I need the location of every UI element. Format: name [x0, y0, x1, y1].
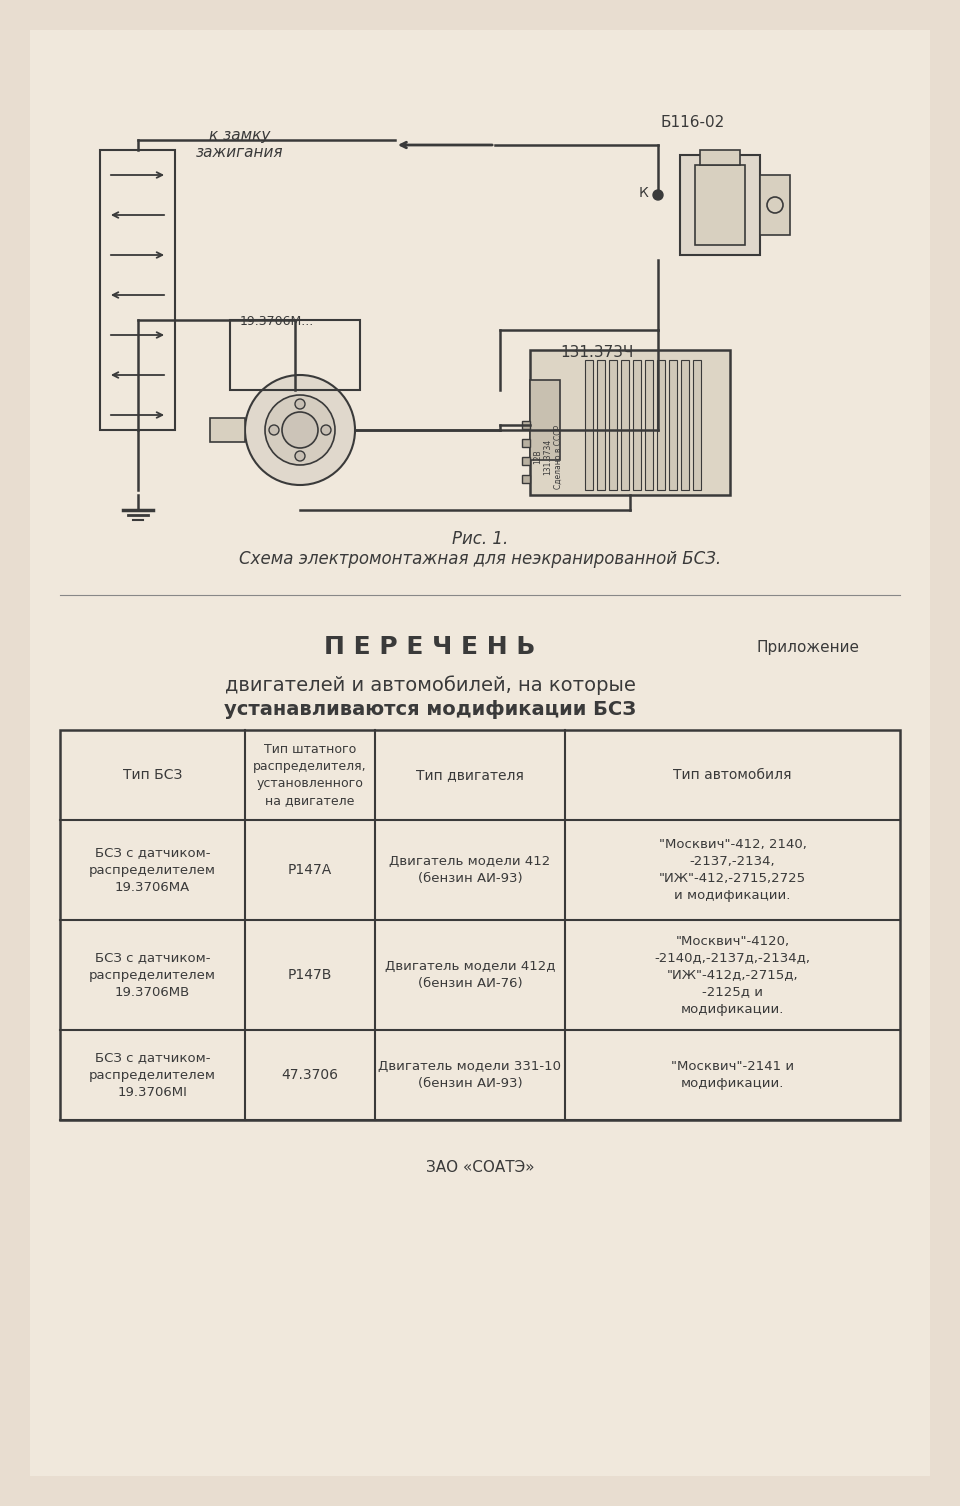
Circle shape: [269, 425, 279, 435]
Text: Р147А: Р147А: [288, 863, 332, 876]
Circle shape: [282, 413, 318, 447]
Bar: [609, 360, 617, 489]
Text: Схема электромонтажная для неэкранированной БСЗ.: Схема электромонтажная для неэкранирован…: [239, 550, 721, 568]
Bar: [657, 360, 665, 489]
Text: "Москвич"-4120,
-2140д,-2137д,-2134д,
"ИЖ"-412д,-2715д,
-2125д и
модификации.: "Москвич"-4120, -2140д,-2137д,-2134д, "И…: [655, 935, 810, 1015]
Text: Рис. 1.: Рис. 1.: [452, 530, 508, 548]
Bar: [693, 360, 701, 489]
Bar: [530, 349, 730, 495]
Bar: [530, 380, 560, 459]
Bar: [621, 360, 629, 489]
Bar: [597, 360, 605, 489]
Text: БСЗ с датчиком-
распределителем
19.3706МВ: БСЗ с датчиком- распределителем 19.3706М…: [89, 952, 216, 998]
Text: ЗАО «СОАТЭ»: ЗАО «СОАТЭ»: [425, 1160, 535, 1175]
Text: Б116-02: Б116-02: [660, 114, 724, 130]
Text: 12В
131.3734
Сделано в СССР: 12В 131.3734 Сделано в СССР: [533, 425, 563, 489]
Text: П Е Р Е Ч Е Н Ь: П Е Р Е Ч Е Н Ь: [324, 636, 536, 660]
Text: к замку
зажигания: к замку зажигания: [196, 128, 284, 161]
Bar: [522, 474, 530, 483]
Bar: [522, 422, 530, 429]
Bar: [681, 360, 689, 489]
Text: "Москвич"-2141 и
модификации.: "Москвич"-2141 и модификации.: [671, 1060, 794, 1090]
Bar: [522, 456, 530, 465]
Text: Тип штатного
распределителя,
установленного
на двигателе: Тип штатного распределителя, установленн…: [253, 742, 367, 807]
Bar: [669, 360, 677, 489]
Text: Р147В: Р147В: [288, 968, 332, 982]
Text: двигателей и автомобилей, на которые: двигателей и автомобилей, на которые: [225, 675, 636, 694]
Text: Тип БСЗ: Тип БСЗ: [123, 768, 182, 782]
Bar: [522, 440, 530, 447]
Text: К: К: [638, 187, 648, 200]
Circle shape: [295, 450, 305, 461]
Bar: [760, 175, 790, 235]
Text: БСЗ с датчиком-
распределителем
19.3706МА: БСЗ с датчиком- распределителем 19.3706М…: [89, 846, 216, 893]
Circle shape: [265, 395, 335, 465]
Bar: [230, 319, 360, 390]
Text: БСЗ с датчиком-
распределителем
19.3706МI: БСЗ с датчиком- распределителем 19.3706М…: [89, 1051, 216, 1098]
Text: Двигатель модели 331-10
(бензин АИ-93): Двигатель модели 331-10 (бензин АИ-93): [378, 1060, 562, 1090]
Circle shape: [653, 190, 663, 200]
Text: Тип двигателя: Тип двигателя: [416, 768, 524, 782]
Bar: [645, 360, 653, 489]
Bar: [60, 730, 900, 1120]
Text: 47.3706: 47.3706: [281, 1068, 339, 1081]
Text: Двигатель модели 412
(бензин АИ-93): Двигатель модели 412 (бензин АИ-93): [390, 855, 551, 886]
Text: Приложение: Приложение: [757, 640, 860, 655]
Text: "Москвич"-412, 2140,
-2137,-2134,
"ИЖ"-412,-2715,2725
и модификации.: "Москвич"-412, 2140, -2137,-2134, "ИЖ"-4…: [659, 837, 806, 902]
Text: 131.373Ч: 131.373Ч: [560, 345, 634, 360]
Bar: [633, 360, 641, 489]
Bar: [585, 360, 593, 489]
Text: Тип автомобиля: Тип автомобиля: [673, 768, 792, 782]
Bar: [695, 166, 745, 245]
Circle shape: [245, 375, 355, 485]
Text: Двигатель модели 412д
(бензин АИ-76): Двигатель модели 412д (бензин АИ-76): [385, 959, 555, 989]
Circle shape: [321, 425, 331, 435]
Bar: [100, 151, 175, 431]
Bar: [680, 155, 760, 255]
Text: 19.3706М...: 19.3706М...: [240, 315, 314, 328]
Text: устанавливаются модификации БСЗ: устанавливаются модификации БСЗ: [224, 700, 636, 718]
Bar: [700, 151, 740, 166]
Bar: [210, 419, 245, 441]
Circle shape: [295, 399, 305, 410]
